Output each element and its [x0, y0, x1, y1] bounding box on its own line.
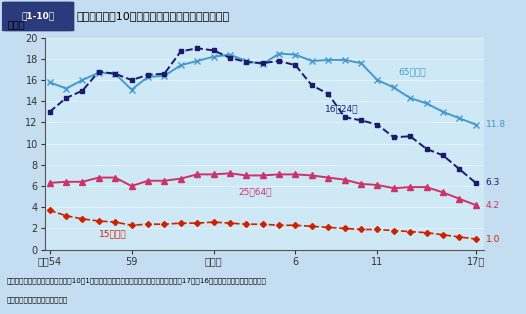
Text: 11.8: 11.8 [485, 120, 505, 129]
Text: 第1-10図: 第1-10図 [22, 11, 55, 20]
Text: 注　人口は総務省資料により各年10月1日現在の国勢調査又は推計人口（ただし，平成17年は16年の推計人口を用いた。）。: 注 人口は総務省資料により各年10月1日現在の国勢調査又は推計人口（ただし，平成… [7, 278, 267, 284]
Text: 16〜24歳: 16〜24歳 [325, 104, 358, 113]
Text: 死者数は警察庁資料による。: 死者数は警察庁資料による。 [7, 297, 68, 303]
Text: 25〜64歳: 25〜64歳 [238, 187, 271, 196]
Text: 6.3: 6.3 [485, 178, 500, 187]
Text: 4.2: 4.2 [485, 201, 500, 210]
Text: 1.0: 1.0 [485, 235, 500, 244]
FancyBboxPatch shape [3, 2, 74, 31]
Text: （人）: （人） [7, 19, 25, 29]
Text: 65歳以上: 65歳以上 [399, 67, 427, 76]
Text: 15歳以下: 15歳以下 [99, 229, 126, 238]
Text: 年齢層別人口10万人当たり交通事故死者数の推移: 年齢層別人口10万人当たり交通事故死者数の推移 [76, 11, 229, 21]
